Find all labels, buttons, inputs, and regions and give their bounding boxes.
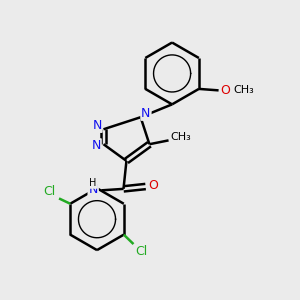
Text: CH₃: CH₃ xyxy=(234,85,255,95)
Text: H: H xyxy=(89,178,97,188)
Text: Cl: Cl xyxy=(44,185,56,199)
Text: N: N xyxy=(88,183,98,196)
Text: N: N xyxy=(92,119,102,132)
Text: O: O xyxy=(220,84,230,97)
Text: CH₃: CH₃ xyxy=(170,132,191,142)
Text: Cl: Cl xyxy=(135,245,148,258)
Text: N: N xyxy=(92,139,101,152)
Text: O: O xyxy=(148,179,158,192)
Text: N: N xyxy=(141,107,151,120)
